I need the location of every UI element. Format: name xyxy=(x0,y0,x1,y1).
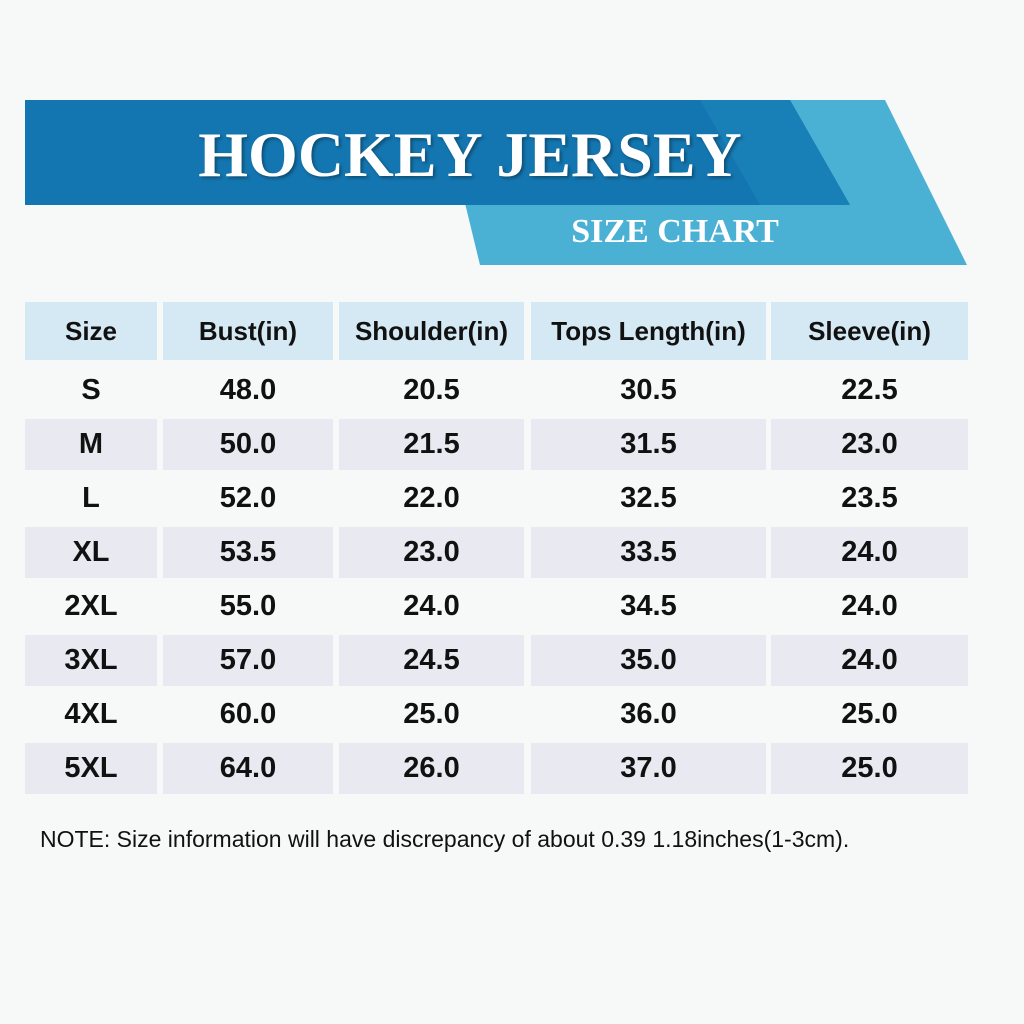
column-header: Bust(in) xyxy=(163,302,333,360)
measurement: 24.0 xyxy=(771,527,968,578)
measurement: 57.0 xyxy=(163,635,333,686)
size-label: 2XL xyxy=(25,581,157,632)
measurement: 55.0 xyxy=(163,581,333,632)
column-header: Size xyxy=(25,302,157,360)
measurement: 53.5 xyxy=(163,527,333,578)
column-header: Shoulder(in) xyxy=(339,302,524,360)
measurement: 30.5 xyxy=(531,365,766,416)
measurement: 34.5 xyxy=(531,581,766,632)
size-label: S xyxy=(25,365,157,416)
measurement: 23.0 xyxy=(339,527,524,578)
size-label: 3XL xyxy=(25,635,157,686)
measurement: 25.0 xyxy=(771,689,968,740)
measurement: 52.0 xyxy=(163,473,333,524)
measurement: 20.5 xyxy=(339,365,524,416)
measurement: 22.5 xyxy=(771,365,968,416)
measurement: 26.0 xyxy=(339,743,524,794)
title: HOCKEY JERSEY xyxy=(198,119,742,190)
measurement: 37.0 xyxy=(531,743,766,794)
column-header: Tops Length(in) xyxy=(531,302,766,360)
measurement: 23.5 xyxy=(771,473,968,524)
subtitle: SIZE CHART xyxy=(571,213,779,250)
size-label: 4XL xyxy=(25,689,157,740)
note: NOTE: Size information will have discrep… xyxy=(40,826,850,852)
measurement: 23.0 xyxy=(771,419,968,470)
measurement: 33.5 xyxy=(531,527,766,578)
measurement: 32.5 xyxy=(531,473,766,524)
size-label: M xyxy=(25,419,157,470)
measurement: 24.0 xyxy=(771,635,968,686)
measurement: 24.0 xyxy=(771,581,968,632)
measurement: 25.0 xyxy=(339,689,524,740)
measurement: 24.0 xyxy=(339,581,524,632)
column-header: Sleeve(in) xyxy=(771,302,968,360)
measurement: 21.5 xyxy=(339,419,524,470)
measurement: 60.0 xyxy=(163,689,333,740)
measurement: 48.0 xyxy=(163,365,333,416)
measurement: 25.0 xyxy=(771,743,968,794)
size-label: L xyxy=(25,473,157,524)
banner-dark xyxy=(25,100,850,205)
measurement: 35.0 xyxy=(531,635,766,686)
measurement: 31.5 xyxy=(531,419,766,470)
measurement: 64.0 xyxy=(163,743,333,794)
measurement: 36.0 xyxy=(531,689,766,740)
banner xyxy=(25,100,967,265)
size-label: XL xyxy=(25,527,157,578)
banner-accent xyxy=(700,100,850,205)
measurement: 50.0 xyxy=(163,419,333,470)
size-label: 5XL xyxy=(25,743,157,794)
measurement: 22.0 xyxy=(339,473,524,524)
measurement: 24.5 xyxy=(339,635,524,686)
